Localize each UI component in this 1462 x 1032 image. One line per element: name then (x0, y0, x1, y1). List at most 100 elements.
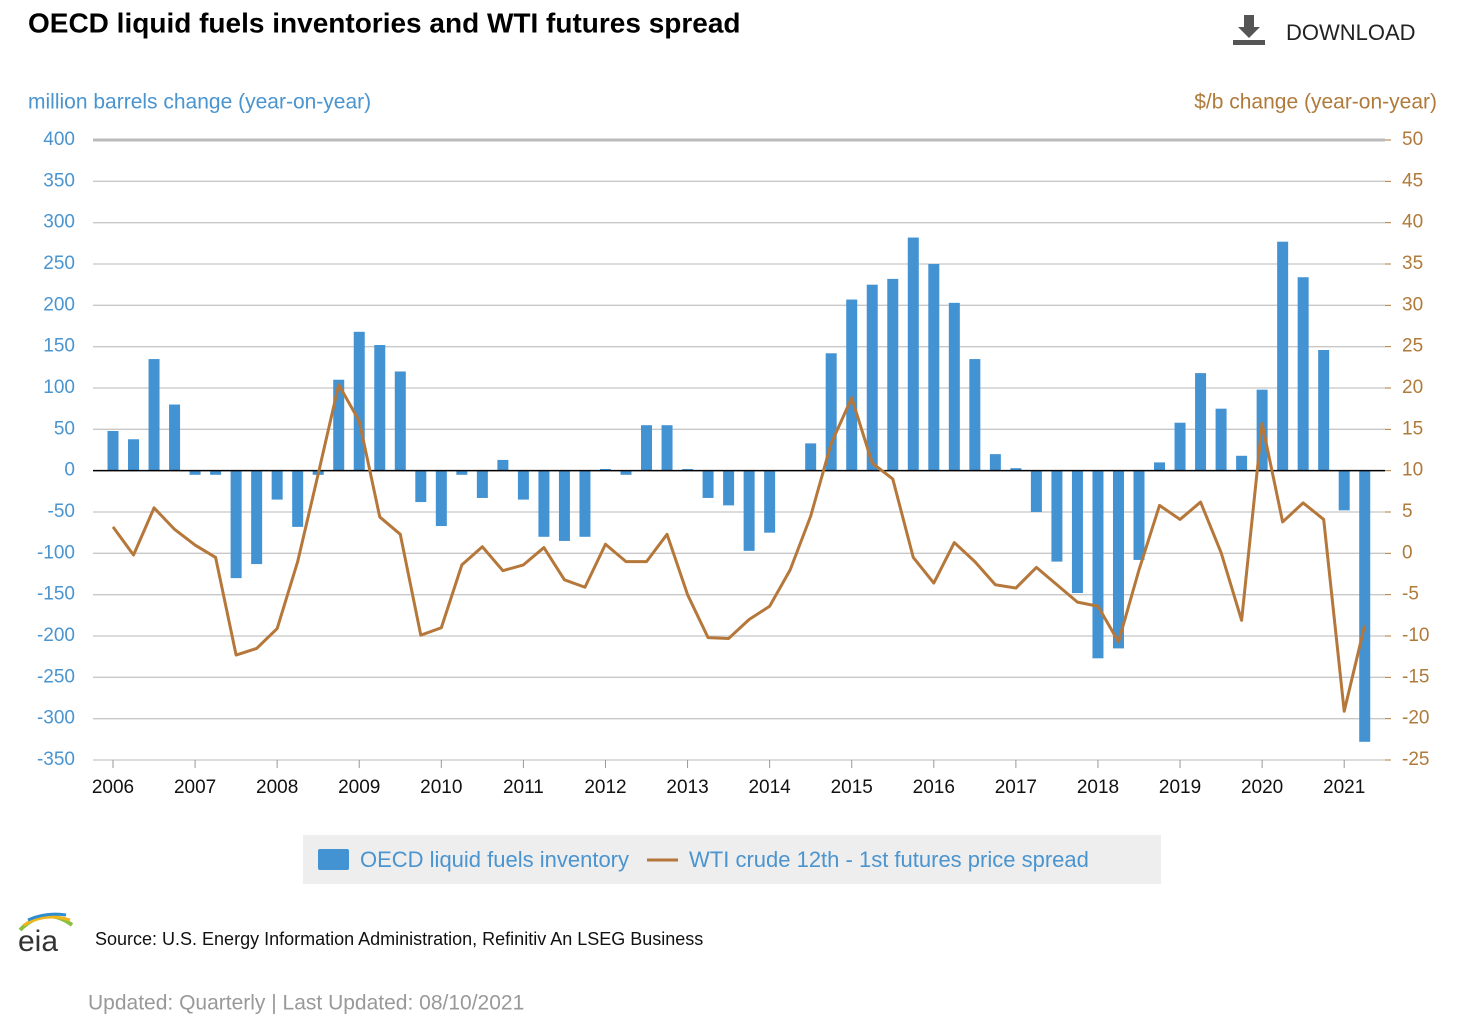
y-tick-label: -200 (37, 625, 75, 646)
y-tick-label: 400 (43, 129, 75, 150)
bar (353, 331, 365, 471)
y2-tick-label: -10 (1402, 625, 1429, 646)
bar (969, 359, 981, 471)
bar (599, 469, 611, 471)
x-tick-label: 2006 (92, 777, 134, 798)
y-tick-label: -150 (37, 584, 75, 605)
y2-tick-label: 45 (1402, 170, 1423, 191)
bar (1359, 470, 1371, 742)
chart-title: OECD liquid fuels inventories and WTI fu… (28, 7, 741, 38)
bar (641, 425, 653, 471)
bar (148, 359, 160, 471)
line (111, 383, 1367, 713)
x-tick-label: 2012 (584, 777, 626, 798)
bar (415, 470, 427, 503)
bar (210, 470, 222, 475)
logo-arc (23, 915, 71, 927)
bar (394, 371, 406, 471)
logo-text: eia (18, 925, 58, 958)
bar (271, 470, 283, 500)
download-icon (1238, 15, 1260, 38)
bar (579, 470, 591, 537)
x-tick-label: 2010 (420, 777, 462, 798)
bar (1051, 470, 1063, 562)
bar (128, 439, 140, 471)
bar (169, 404, 181, 471)
y-tick-label: -50 (48, 501, 75, 522)
legend-swatch (318, 849, 349, 870)
y-tick-label: -250 (37, 666, 75, 687)
bar (456, 470, 468, 475)
x-tick-label: 2008 (256, 777, 298, 798)
x-tick-label: 2014 (748, 777, 791, 798)
eia-logo: eia (18, 912, 74, 958)
updated-note: Updated: Quarterly | Last Updated: 08/10… (88, 992, 524, 1015)
bar (1092, 470, 1104, 659)
download-label[interactable]: DOWNLOAD (1286, 20, 1416, 45)
bar (928, 264, 940, 471)
bar (1154, 462, 1166, 471)
y-tick-label: 300 (43, 212, 75, 233)
bar (558, 470, 570, 541)
bar (846, 299, 858, 471)
bar (189, 470, 201, 475)
y-tick-label: -350 (37, 749, 75, 770)
y2-tick-label: -20 (1402, 708, 1429, 729)
y2-tick-label: 40 (1402, 212, 1423, 233)
bar (989, 454, 1001, 471)
bar (1030, 470, 1042, 512)
bar (1338, 470, 1350, 511)
bar (702, 470, 714, 498)
x-tick-label: 2018 (1077, 777, 1119, 798)
y2-tick-label: -15 (1402, 666, 1429, 687)
bar (476, 470, 488, 498)
logo-arc (27, 912, 67, 922)
x-tick-label: 2009 (338, 777, 380, 798)
source-note: Source: U.S. Energy Information Administ… (95, 929, 703, 949)
x-tick-label: 2019 (1159, 777, 1201, 798)
y-tick-label: 100 (43, 377, 75, 398)
x-tick-label: 2016 (913, 777, 955, 798)
y-tick-label: 350 (43, 170, 75, 191)
y2-tick-label: 25 (1402, 336, 1423, 357)
bar (825, 353, 837, 471)
x-tick-label: 2013 (666, 777, 708, 798)
y-tick-label: -300 (37, 708, 75, 729)
x-tick-label: 2020 (1241, 777, 1283, 798)
bar (497, 459, 509, 471)
y2-tick-label: 20 (1402, 377, 1423, 398)
bar (292, 470, 304, 527)
bar (948, 302, 960, 471)
bar (661, 425, 673, 471)
y-tick-label: 250 (43, 253, 75, 274)
download-icon (1233, 40, 1265, 45)
x-tick-label: 2007 (174, 777, 216, 798)
x-tick-label: 2011 (503, 777, 544, 798)
bar (887, 278, 899, 471)
bar (1071, 470, 1083, 594)
y2-tick-label: 5 (1402, 501, 1413, 522)
y-tick-label: 0 (64, 460, 75, 481)
download-button[interactable]: DOWNLOAD (1233, 15, 1416, 45)
bar (682, 469, 694, 471)
y2-axis-title: $/b change (year-on-year) (1194, 91, 1437, 114)
x-tick-label: 2021 (1323, 777, 1365, 798)
bar (764, 470, 776, 533)
bar (620, 470, 632, 475)
bar (1010, 468, 1022, 471)
bar (1112, 470, 1124, 649)
bar (1215, 408, 1227, 471)
bar (1236, 455, 1248, 471)
y2-tick-label: -25 (1402, 749, 1429, 770)
y-tick-label: 50 (54, 418, 75, 439)
bar (866, 284, 878, 471)
bar (723, 470, 735, 506)
bar (1195, 373, 1207, 471)
y-tick-label: 150 (43, 336, 75, 357)
bar (1318, 349, 1330, 471)
bar (743, 470, 755, 551)
y2-tick-label: -5 (1402, 584, 1419, 605)
y2-tick-label: 50 (1402, 129, 1423, 150)
